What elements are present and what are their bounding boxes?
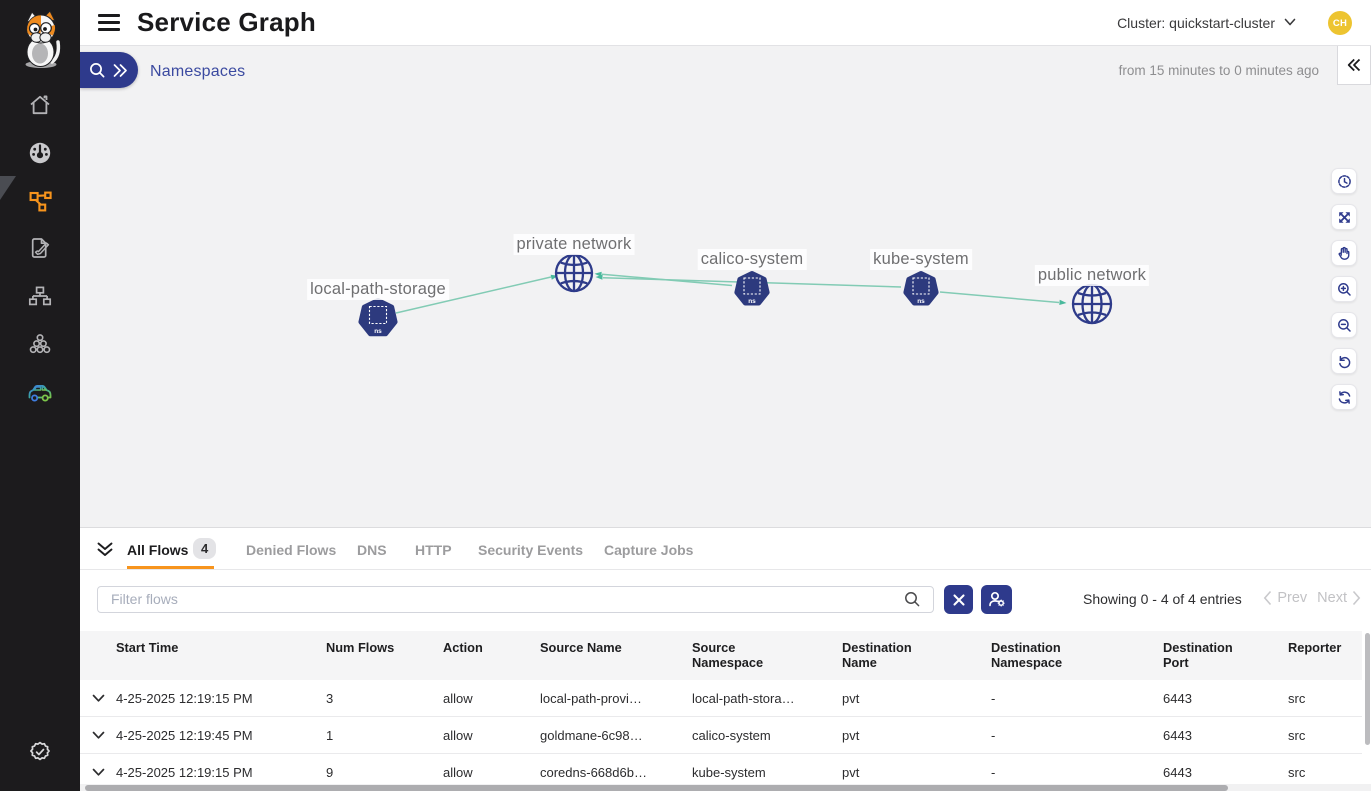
svg-text:ns: ns — [748, 298, 756, 305]
svg-text:ns: ns — [374, 328, 382, 335]
svg-text:ns: ns — [917, 298, 925, 305]
